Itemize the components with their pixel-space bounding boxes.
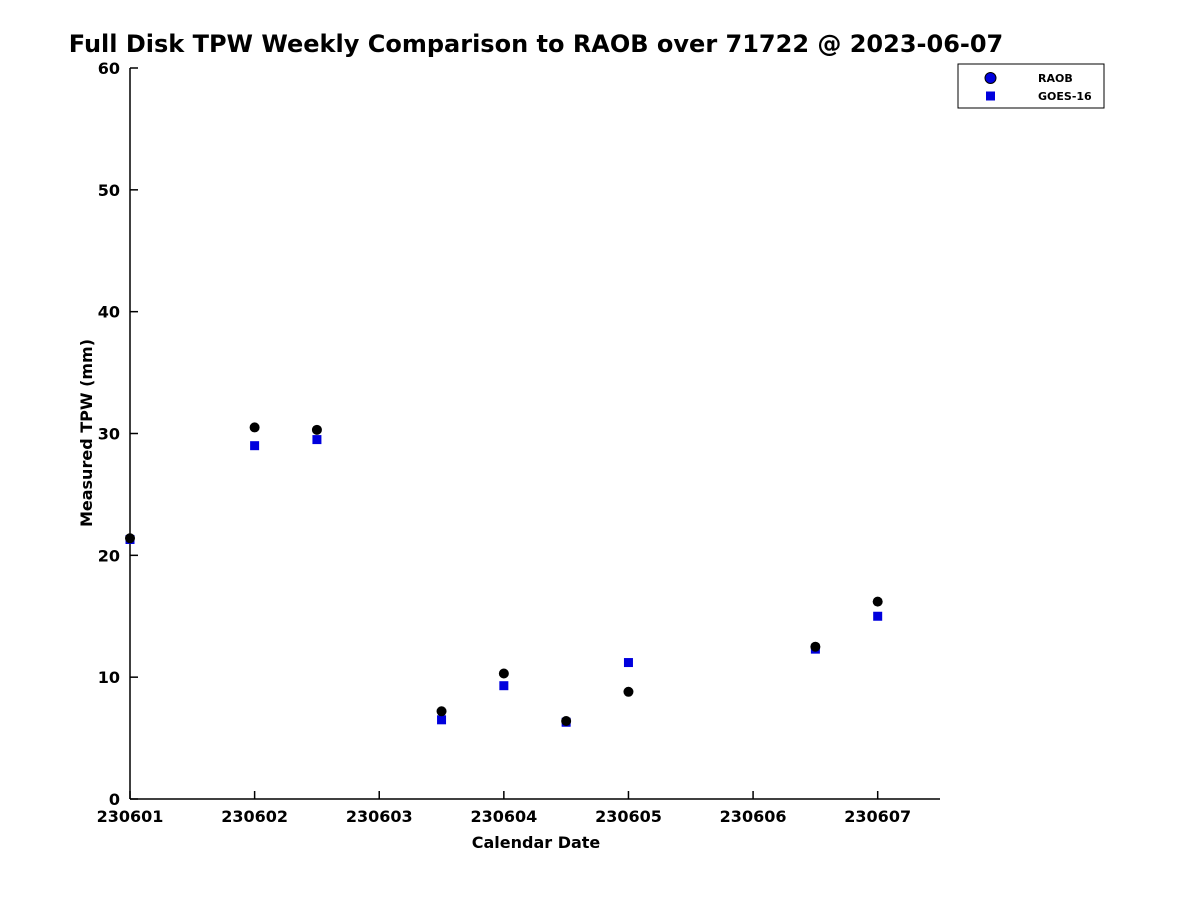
legend-label-goes-16: GOES-16 [1038,90,1092,103]
x-tick-label: 230605 [595,807,662,826]
data-point-goes-16 [873,611,883,621]
chart-title: Full Disk TPW Weekly Comparison to RAOB … [69,30,1004,58]
data-point-raob [810,641,821,652]
data-point-raob [436,706,447,717]
x-axis-label: Calendar Date [472,833,601,852]
data-points [125,422,883,727]
y-tick-label: 0 [109,790,120,809]
y-tick-label: 10 [98,668,120,687]
data-point-raob [623,686,634,697]
data-point-goes-16 [312,435,322,445]
data-point-raob [561,716,572,727]
data-point-raob [311,424,322,435]
x-tick-label: 230602 [221,807,288,826]
data-point-goes-16 [623,658,633,668]
legend-marker-raob-icon [984,72,997,84]
x-tick-label: 230606 [720,807,787,826]
y-tick-label: 30 [98,425,120,444]
legend: RAOB GOES-16 [957,63,1105,109]
y-tick-label: 50 [98,181,120,200]
y-tick-label: 20 [98,546,120,565]
y-tick-label: 60 [98,59,120,78]
data-point-raob [872,596,883,607]
legend-box [957,63,1105,109]
data-point-raob [249,422,260,433]
x-tick-label: 230607 [844,807,911,826]
x-tick-label: 230603 [346,807,413,826]
legend-marker-goes-16-icon [986,91,995,101]
data-point-raob [125,533,135,544]
y-tick-label: 40 [98,303,120,322]
y-axis-label: Measured TPW (mm) [77,339,96,527]
data-point-raob [498,668,509,679]
x-tick-label: 230601 [97,807,164,826]
axes: 230601 230602 230603 230604 230605 230606 2306… [97,59,940,826]
x-tick-label: 230604 [470,807,537,826]
data-point-goes-16 [250,441,260,451]
data-point-goes-16 [499,681,509,691]
legend-label-raob: RAOB [1038,72,1073,85]
data-point-goes-16 [437,715,447,725]
